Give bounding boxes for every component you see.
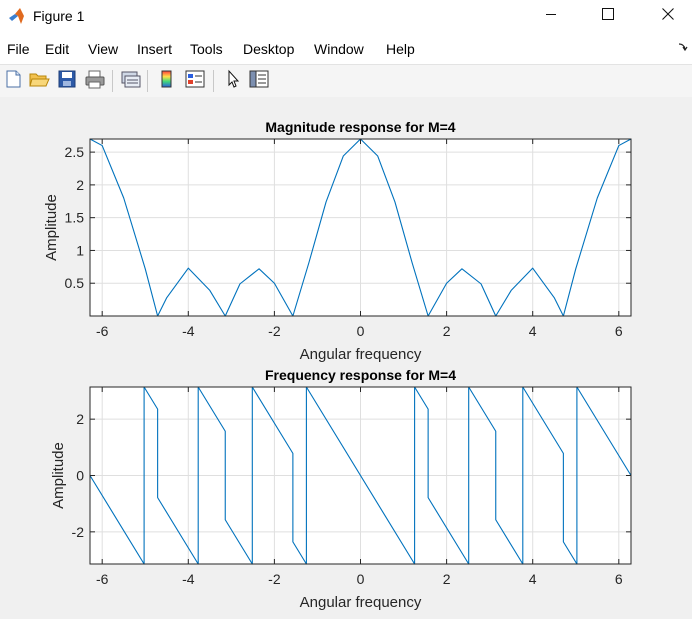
toolbar-separator — [147, 70, 148, 92]
frequency-y-tick-label: 2 — [76, 411, 84, 427]
magnitude-y-tick-label: 0.5 — [65, 275, 85, 291]
frequency-y-axis-label: Amplitude — [50, 442, 67, 509]
menu-view[interactable]: View — [88, 41, 119, 57]
frequency-x-tick-label: -6 — [96, 571, 109, 587]
frequency-x-tick-label: -4 — [182, 571, 195, 587]
maximize-button[interactable] — [585, 0, 631, 32]
toolbar-separator — [213, 70, 214, 92]
property-inspector-icon — [248, 69, 270, 94]
menu-insert[interactable]: Insert — [137, 41, 173, 57]
edit-plot-button[interactable] — [221, 69, 245, 93]
magnitude-x-tick-label: -4 — [182, 323, 195, 339]
magnitude-y-tick-label: 2 — [76, 177, 84, 193]
toolbar — [0, 64, 692, 98]
menu-tools[interactable]: Tools — [190, 41, 223, 57]
menu-window[interactable]: Window — [314, 41, 364, 57]
figure-canvas[interactable]: -6 -4 -2 0 2 4 6 0.5 1 1.5 2 2.5 Magnitude response … — [0, 97, 692, 619]
magnitude-x-tick-label: 0 — [357, 323, 365, 339]
print-button[interactable] — [83, 69, 107, 93]
insert-colorbar-button[interactable] — [155, 69, 179, 93]
frequency-y-tick-label: 0 — [76, 468, 84, 484]
magnitude-x-tick-label: 6 — [615, 323, 623, 339]
new-figure-button[interactable] — [1, 69, 25, 93]
frequency-y-tick-label: -2 — [72, 524, 85, 540]
property-inspector-button[interactable] — [247, 69, 271, 93]
new-figure-icon — [3, 69, 23, 94]
menu-file[interactable]: File — [7, 41, 30, 57]
magnitude-x-tick-label: -6 — [96, 323, 109, 339]
magnitude-y-tick-label: 2.5 — [65, 144, 85, 160]
menu-help[interactable]: Help — [386, 41, 415, 57]
magnitude-y-axis-label: Amplitude — [43, 194, 60, 261]
magnitude-x-tick-label: 2 — [443, 323, 451, 339]
open-file-button[interactable] — [27, 69, 51, 93]
menu-desktop[interactable]: Desktop — [243, 41, 295, 57]
menu-bar: File Edit View Insert Tools Desktop Wind… — [0, 38, 692, 62]
link-plot-button[interactable] — [118, 69, 142, 93]
link-plot-icon — [119, 69, 141, 94]
matlab-logo-icon — [8, 7, 28, 25]
insert-legend-button[interactable] — [183, 69, 207, 93]
frequency-x-tick-label: 6 — [615, 571, 623, 587]
figure-plots: -6 -4 -2 0 2 4 6 0.5 1 1.5 2 2.5 Magnitude response … — [43, 119, 632, 611]
magnitude-chart-title: Magnitude response for M=4 — [265, 119, 455, 135]
open-file-icon — [28, 69, 50, 94]
frequency-x-tick-label: -2 — [268, 571, 281, 587]
magnitude-y-tick-label: 1.5 — [65, 210, 85, 226]
close-icon — [662, 7, 674, 25]
colorbar-icon — [157, 69, 177, 94]
frequency-x-axis-label: Angular frequency — [300, 594, 422, 611]
frequency-x-tick-label: 2 — [443, 571, 451, 587]
pointer-icon — [223, 69, 243, 94]
magnitude-x-axis-label: Angular frequency — [300, 346, 422, 363]
legend-icon — [184, 69, 206, 94]
magnitude-x-tick-label: -2 — [268, 323, 281, 339]
frequency-x-tick-label: 4 — [529, 571, 537, 587]
save-button[interactable] — [55, 69, 79, 93]
magnitude-y-tick-label: 1 — [76, 242, 84, 258]
window-title: Figure 1 — [33, 8, 85, 24]
minimize-button[interactable] — [528, 0, 574, 32]
magnitude-x-tick-label: 4 — [529, 323, 537, 339]
print-icon — [84, 69, 106, 94]
frequency-series-line — [89, 386, 632, 565]
toolbar-separator — [112, 70, 113, 92]
frequency-x-tick-label: 0 — [357, 571, 365, 587]
minimize-icon — [545, 7, 557, 25]
menu-edit[interactable]: Edit — [45, 41, 70, 57]
close-button[interactable] — [645, 0, 691, 32]
maximize-icon — [602, 7, 614, 25]
save-icon — [57, 69, 77, 94]
dock-arrow-icon[interactable] — [678, 41, 688, 55]
frequency-chart-title: Frequency response for M=4 — [265, 367, 456, 383]
title-bar: Figure 1 — [0, 0, 692, 34]
